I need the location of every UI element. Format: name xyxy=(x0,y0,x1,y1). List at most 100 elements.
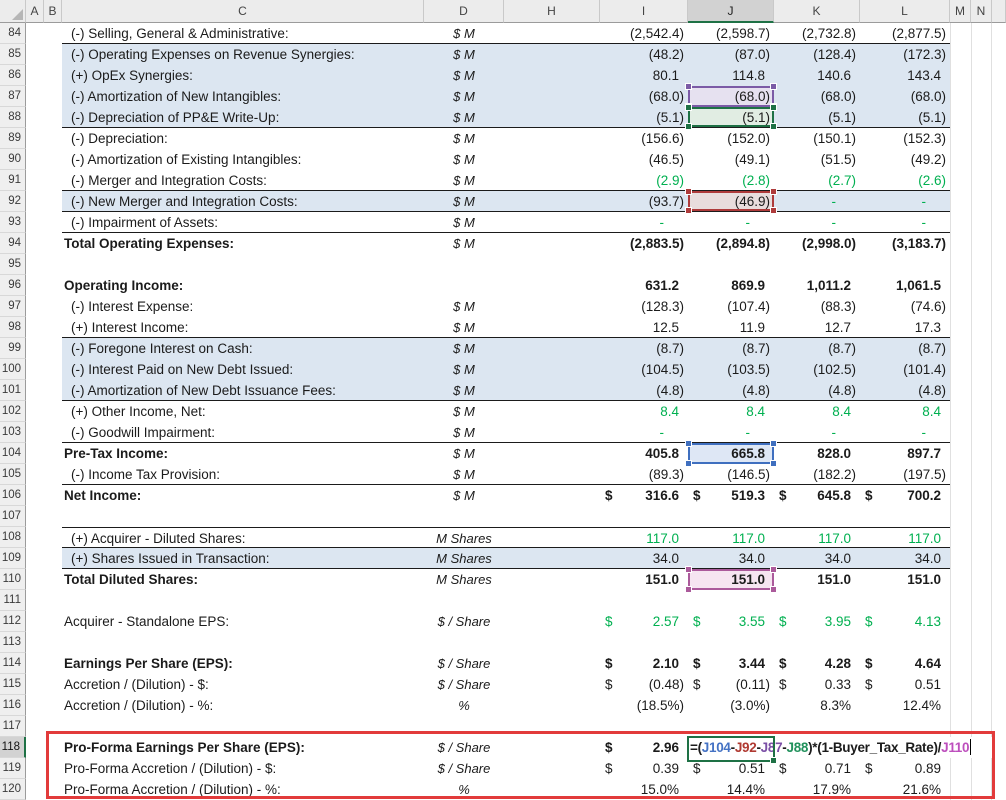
cell-X104[interactable] xyxy=(992,443,1006,464)
cell-I96[interactable]: 631.2 xyxy=(600,275,688,296)
cell-I100[interactable]: (104.5) xyxy=(600,359,688,380)
unit-cell[interactable] xyxy=(424,590,504,611)
row-label[interactable]: (-) Depreciation of PP&E Write-Up: xyxy=(62,107,424,128)
cell-A84[interactable] xyxy=(26,23,44,44)
cell-M110[interactable] xyxy=(950,569,971,590)
cell-N86[interactable] xyxy=(971,65,992,86)
unit-cell[interactable]: $ M xyxy=(424,170,504,191)
cell-I86[interactable]: 80.1 xyxy=(600,65,688,86)
cell-L110[interactable]: 151.0 xyxy=(860,569,950,590)
cell-X85[interactable] xyxy=(992,44,1006,65)
row-header-119[interactable]: 119 xyxy=(0,758,26,779)
cell-H109[interactable] xyxy=(504,548,600,569)
cell-B109[interactable] xyxy=(44,548,62,569)
cell-I95[interactable] xyxy=(600,254,688,275)
cell-N95[interactable] xyxy=(971,254,992,275)
cell-A90[interactable] xyxy=(26,149,44,170)
cell-H86[interactable] xyxy=(504,65,600,86)
column-header-K[interactable]: K xyxy=(774,0,860,23)
cell-J85[interactable]: (87.0) xyxy=(688,44,774,65)
row-label[interactable]: (-) Impairment of Assets: xyxy=(62,212,424,233)
cell-J92[interactable]: (46.9) xyxy=(685,188,777,214)
unit-cell[interactable]: $ M xyxy=(453,488,475,503)
cell-X108[interactable] xyxy=(992,527,1006,548)
cell-H105[interactable] xyxy=(504,464,600,485)
cell-N98[interactable] xyxy=(971,317,992,338)
cell-M91[interactable] xyxy=(950,170,971,191)
column-header-D[interactable]: D xyxy=(424,0,504,23)
unit-cell[interactable]: $ M xyxy=(424,191,504,212)
cell-H88[interactable] xyxy=(504,107,600,128)
cell-I114[interactable]: $2.10 xyxy=(600,653,688,674)
row-label[interactable]: (-) Foregone Interest on Cash: xyxy=(62,338,424,359)
row-header-117[interactable]: 117 xyxy=(0,716,26,737)
unit-cell[interactable]: $ M xyxy=(424,23,504,44)
cell-A107[interactable] xyxy=(26,506,44,527)
cell-A96[interactable] xyxy=(26,275,44,296)
cell-A120[interactable] xyxy=(26,779,44,800)
cell-N114[interactable] xyxy=(971,653,992,674)
unit-cell[interactable] xyxy=(424,632,504,653)
cell-N117[interactable] xyxy=(971,716,992,737)
cell-L104[interactable]: 897.7 xyxy=(860,443,950,464)
cell-M116[interactable] xyxy=(950,695,971,716)
unit-cell[interactable]: $ M xyxy=(424,317,504,338)
cell-L99[interactable]: (8.7) xyxy=(860,338,950,359)
cell-N85[interactable] xyxy=(971,44,992,65)
cell-M95[interactable] xyxy=(950,254,971,275)
cell-H114[interactable] xyxy=(504,653,600,674)
cell-X109[interactable] xyxy=(992,548,1006,569)
cell-B89[interactable] xyxy=(44,128,62,149)
cell-L101[interactable]: (4.8) xyxy=(860,380,950,401)
cell-I91[interactable]: (2.9) xyxy=(600,170,688,191)
cell-A114[interactable] xyxy=(26,653,44,674)
cell-B104[interactable] xyxy=(44,443,62,464)
cell-M113[interactable] xyxy=(950,632,971,653)
row-header-110[interactable]: 110 xyxy=(0,569,26,590)
cell-J112[interactable]: $3.55 xyxy=(688,611,774,632)
cell-N110[interactable] xyxy=(971,569,992,590)
row-label[interactable]: (-) Interest Paid on New Debt Issued: xyxy=(62,359,424,380)
cell-I103[interactable]: - xyxy=(600,422,688,443)
cell-J98[interactable]: 11.9 xyxy=(688,317,774,338)
unit-cell[interactable]: $ M xyxy=(453,404,475,419)
cell-A105[interactable] xyxy=(26,464,44,485)
cell-M86[interactable] xyxy=(950,65,971,86)
cell-L84[interactable]: (2,877.5) xyxy=(860,23,950,44)
cell-H107[interactable] xyxy=(504,506,600,527)
row-header-105[interactable]: 105 xyxy=(0,464,26,485)
row-label[interactable]: (-) Amortization of Existing Intangibles… xyxy=(71,152,302,167)
cell-B90[interactable] xyxy=(44,149,62,170)
unit-cell[interactable]: M Shares xyxy=(424,548,504,569)
cell-H91[interactable] xyxy=(504,170,600,191)
row-header-104[interactable]: 104 xyxy=(0,443,26,464)
cell-H97[interactable] xyxy=(504,296,600,317)
row-header-115[interactable]: 115 xyxy=(0,674,26,695)
cell-N84[interactable] xyxy=(971,23,992,44)
unit-cell[interactable]: $ / Share xyxy=(437,656,491,671)
cell-M108[interactable] xyxy=(950,527,971,548)
cell-K113[interactable] xyxy=(774,632,860,653)
row-label[interactable]: (-) Interest Expense: xyxy=(71,299,194,314)
cell-M90[interactable] xyxy=(950,149,971,170)
cell-M99[interactable] xyxy=(950,338,971,359)
cell-B116[interactable] xyxy=(44,695,62,716)
unit-cell[interactable]: M Shares xyxy=(436,572,492,587)
cell-J101[interactable]: (4.8) xyxy=(688,380,774,401)
cell-K108[interactable]: 117.0 xyxy=(774,527,860,548)
cell-K84[interactable]: (2,732.8) xyxy=(774,23,860,44)
cell-A95[interactable] xyxy=(26,254,44,275)
cell-N87[interactable] xyxy=(971,86,992,107)
cell-M119[interactable] xyxy=(950,758,971,779)
cell-N115[interactable] xyxy=(971,674,992,695)
cell-H92[interactable] xyxy=(504,191,600,212)
cell-I99[interactable]: (8.7) xyxy=(600,338,688,359)
cell-X114[interactable] xyxy=(992,653,1006,674)
column-header-C[interactable]: C xyxy=(62,0,424,23)
cell-B118[interactable] xyxy=(44,737,62,758)
cell-N116[interactable] xyxy=(971,695,992,716)
cell-X107[interactable] xyxy=(992,506,1006,527)
cell-J86[interactable]: 114.8 xyxy=(688,65,774,86)
row-header-90[interactable]: 90 xyxy=(0,149,26,170)
cell-M93[interactable] xyxy=(950,212,971,233)
